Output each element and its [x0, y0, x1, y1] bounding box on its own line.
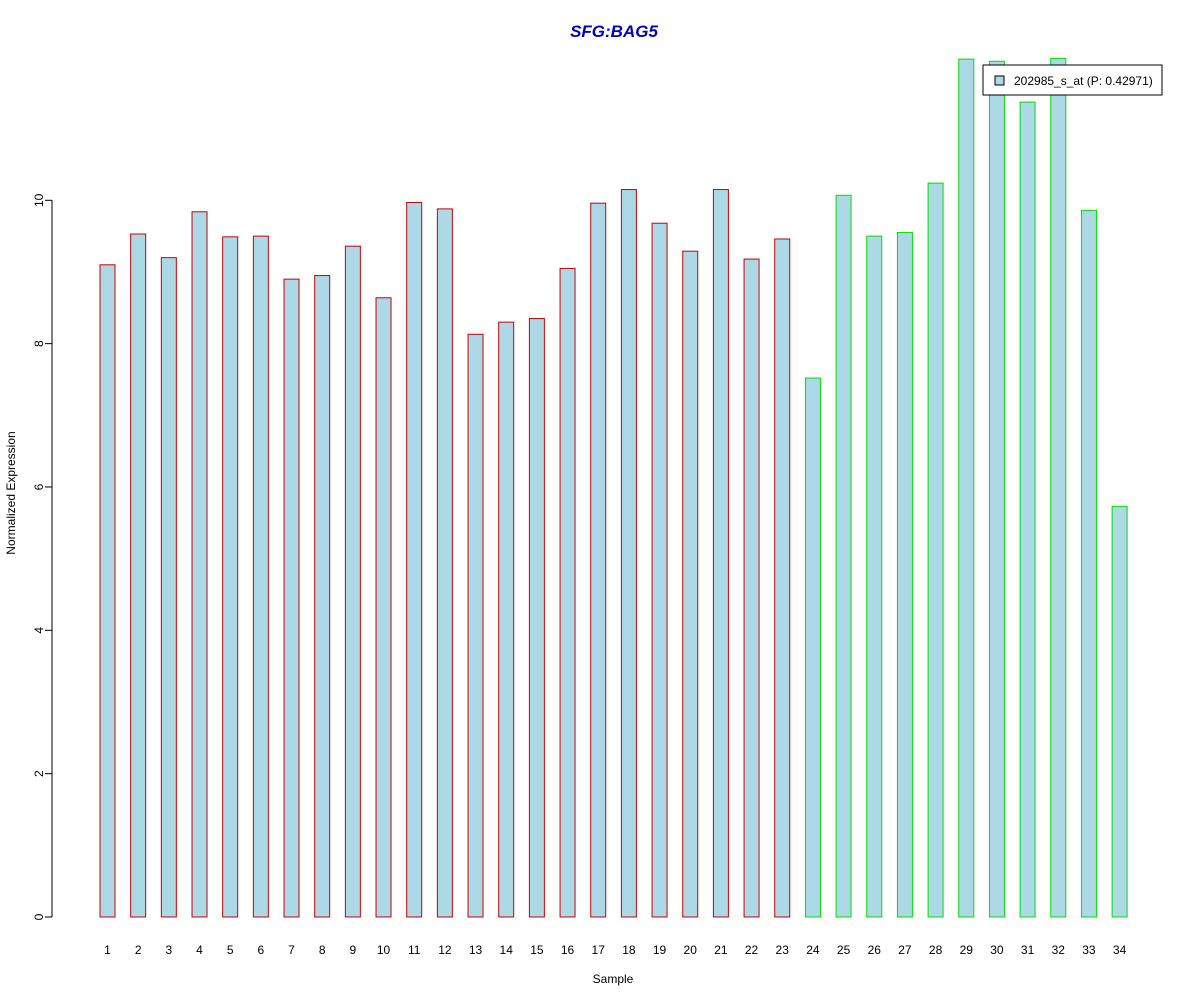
bar-sample-3 — [160, 257, 177, 918]
x-tick-label: 19 — [653, 943, 667, 957]
x-tick-label: 24 — [806, 943, 820, 957]
chart-title: SFG:BAG5 — [570, 22, 658, 41]
bar-sample-21 — [712, 189, 729, 918]
x-tick-label: 2 — [135, 943, 142, 957]
bar-sample-20 — [682, 250, 699, 918]
bar-sample-30 — [988, 60, 1005, 918]
bar-sample-4 — [191, 211, 208, 918]
x-tick-label: 1 — [104, 943, 111, 957]
bar-sample-8 — [314, 275, 331, 918]
x-tick-label: 18 — [622, 943, 636, 957]
bars — [99, 57, 1128, 918]
x-tick-label: 34 — [1113, 943, 1127, 957]
x-tick-label: 26 — [868, 943, 882, 957]
bar-sample-29 — [958, 58, 975, 918]
bar-sample-19 — [651, 222, 668, 918]
x-tick-label: 11 — [408, 943, 421, 957]
bar-sample-13 — [467, 333, 484, 918]
bar-sample-5 — [222, 236, 239, 918]
bar-sample-6 — [252, 235, 269, 918]
x-tick-label: 28 — [929, 943, 943, 957]
x-axis-label: Sample — [593, 972, 634, 986]
bar-sample-32 — [1050, 57, 1067, 918]
x-tick-label: 3 — [165, 943, 172, 957]
x-tick-label: 17 — [592, 943, 606, 957]
x-tick-label: 31 — [1021, 943, 1035, 957]
x-tick-label: 6 — [258, 943, 265, 957]
bar-sample-31 — [1019, 101, 1036, 918]
bar-sample-34 — [1111, 505, 1128, 918]
x-tick-label: 30 — [990, 943, 1004, 957]
legend: 202985_s_at (P: 0.42971) — [982, 64, 1163, 96]
x-tick-label: 13 — [469, 943, 483, 957]
x-tick-label: 12 — [438, 943, 452, 957]
bar-sample-23 — [774, 238, 791, 918]
bar-sample-14 — [498, 321, 515, 918]
y-tick-label: 4 — [32, 627, 46, 634]
bar-sample-28 — [927, 182, 944, 918]
x-tick-label: 32 — [1052, 943, 1066, 957]
bar-sample-33 — [1080, 209, 1097, 918]
bar-sample-9 — [344, 245, 361, 918]
bar-sample-2 — [130, 233, 147, 918]
bar-sample-7 — [283, 278, 300, 918]
y-tick-label: 2 — [32, 770, 46, 777]
x-tick-label: 27 — [898, 943, 912, 957]
bar-sample-25 — [835, 194, 852, 918]
x-tick-label: 8 — [319, 943, 326, 957]
x-tick-label: 14 — [500, 943, 514, 957]
x-tick-label: 7 — [288, 943, 295, 957]
x-tick-label: 10 — [377, 943, 391, 957]
bar-sample-18 — [620, 189, 637, 918]
bar-sample-26 — [866, 235, 883, 918]
bar-sample-27 — [896, 232, 913, 918]
y-tick-label: 8 — [32, 340, 46, 347]
bar-sample-10 — [375, 297, 392, 918]
y-axis-label: Normalized Expression — [4, 431, 18, 554]
legend-box — [982, 64, 1163, 96]
x-tick-label: 9 — [350, 943, 357, 957]
x-tick-label: 33 — [1082, 943, 1096, 957]
bar-sample-1 — [99, 264, 116, 918]
bar-sample-12 — [436, 208, 453, 918]
bar-sample-16 — [559, 267, 576, 918]
x-tick-label: 23 — [776, 943, 790, 957]
legend-swatch — [994, 75, 1005, 86]
x-tick-label: 16 — [561, 943, 575, 957]
bar-sample-22 — [743, 258, 760, 918]
y-tick-label: 0 — [32, 913, 46, 920]
bar-sample-11 — [406, 201, 423, 918]
bar-sample-15 — [528, 318, 545, 918]
bar-sample-17 — [590, 202, 607, 918]
x-tick-label: 21 — [714, 943, 728, 957]
x-tick-label: 29 — [960, 943, 974, 957]
x-tick-label: 22 — [745, 943, 759, 957]
x-tick-label: 5 — [227, 943, 234, 957]
x-tick-label: 20 — [684, 943, 698, 957]
y-tick-label: 6 — [32, 483, 46, 490]
x-tick-label: 4 — [196, 943, 203, 957]
bar-sample-24 — [804, 377, 821, 918]
x-tick-label: 15 — [530, 943, 544, 957]
x-tick-labels: 1 2 3 4 5 6 7 8 9 10 11 12 13 14 15 16 17 18 19 20 21 22 23 24 2… — [104, 943, 1126, 957]
x-tick-label: 25 — [837, 943, 851, 957]
y-axis: 0 2 4 6 8 10 — [32, 193, 53, 920]
legend-label: 202985_s_at (P: 0.42971) — [1014, 74, 1153, 88]
y-tick-label: 10 — [32, 193, 46, 207]
